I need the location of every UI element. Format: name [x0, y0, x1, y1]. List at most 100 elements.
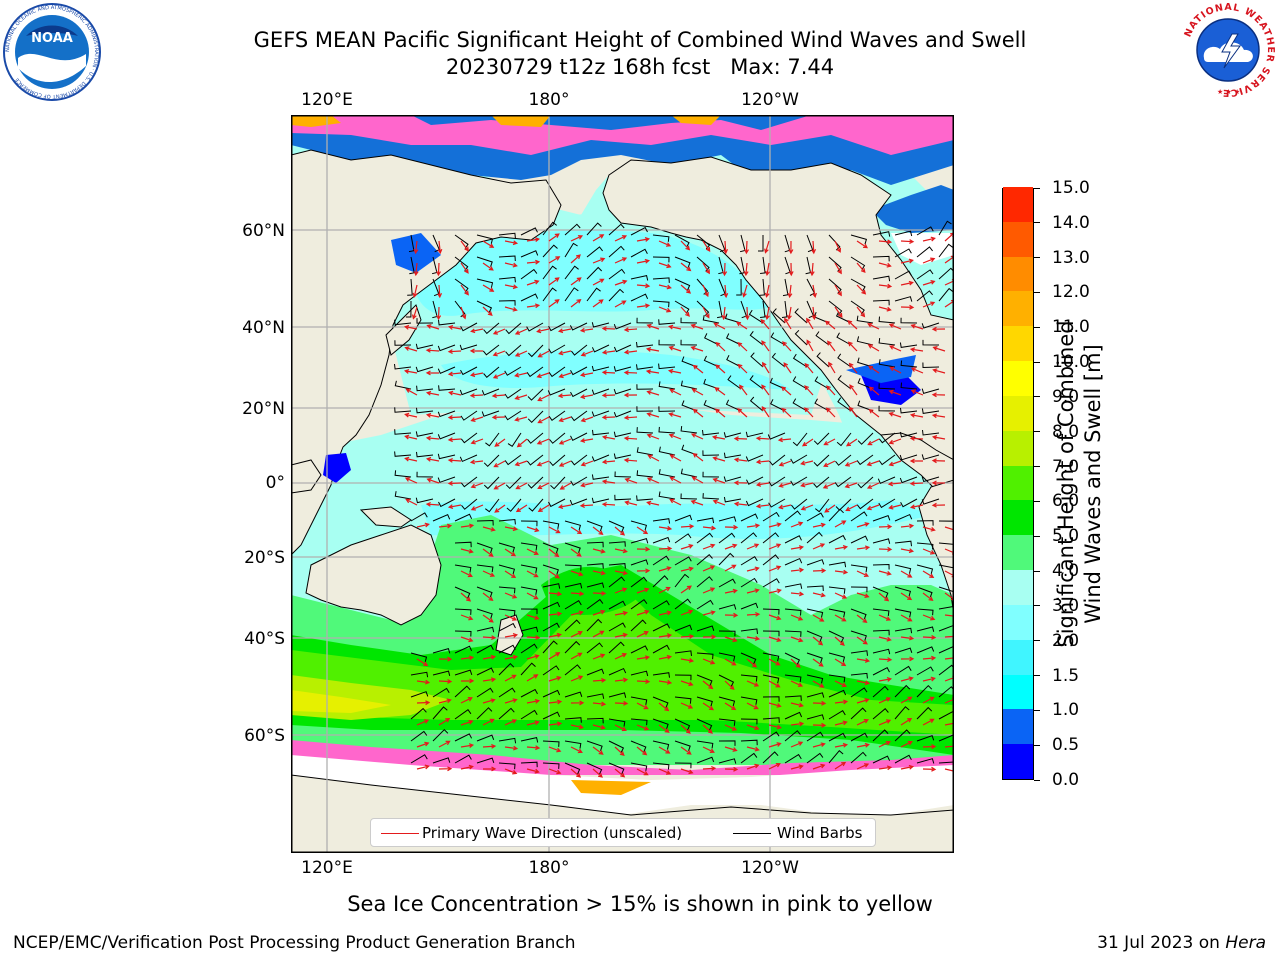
wave-direction-arrow [413, 240, 419, 255]
wind-barb [740, 577, 758, 588]
wave-direction-arrow [878, 636, 892, 642]
wave-direction-arrow [702, 724, 713, 734]
wind-barb [922, 362, 940, 369]
wave-direction-arrow [548, 570, 560, 579]
wind-barb [438, 319, 456, 326]
colorbar-tick-mark [1034, 640, 1040, 642]
wave-direction-arrow [724, 564, 737, 572]
wind-barb [768, 498, 786, 508]
wind-barb [771, 352, 786, 368]
wind-barb [850, 650, 868, 656]
new-zealand-land [495, 614, 524, 656]
wave-direction-arrow [447, 504, 462, 509]
wave-direction-arrow [504, 262, 518, 268]
wind-barb [792, 432, 808, 447]
wave-direction-arrow [614, 548, 628, 554]
wave-direction-arrow [944, 768, 954, 774]
wave-direction-arrow [768, 565, 782, 572]
wave-direction-arrow [548, 721, 563, 727]
wave-direction-arrow [788, 240, 794, 255]
wave-direction-arrow [680, 284, 692, 294]
wave-direction-arrow [790, 545, 805, 550]
wave-direction-arrow [438, 698, 452, 704]
wave-direction-arrow [900, 523, 915, 529]
wind-barb [718, 718, 736, 726]
wind-barb [850, 672, 868, 679]
wave-direction-arrow [755, 482, 770, 487]
wind-barb [836, 432, 852, 447]
wind-barb [476, 586, 493, 598]
wave-direction-arrow [526, 745, 541, 751]
wind-barb [407, 278, 413, 296]
wave-direction-arrow [658, 610, 672, 616]
wind-barb [850, 608, 867, 620]
wind-barb [652, 718, 669, 730]
wave-direction-arrow [614, 570, 628, 576]
wave-direction-arrow [765, 306, 770, 321]
wave-direction-arrow [691, 476, 704, 484]
wind-barb [652, 234, 670, 242]
wave-direction-arrow [826, 385, 836, 396]
wind-barb [454, 733, 473, 742]
colorbar-segment [1003, 465, 1033, 501]
wave-direction-arrow [658, 240, 672, 247]
wind-barb [828, 749, 844, 764]
wave-direction-arrow [712, 456, 726, 462]
wind-barb [856, 315, 874, 324]
wave-direction-arrow [724, 543, 738, 550]
wind-barb [850, 687, 868, 698]
wave-direction-arrow [592, 701, 607, 707]
wind-barb [542, 622, 560, 632]
wind-barb [850, 234, 868, 245]
wave-direction-arrow [878, 677, 893, 682]
wave-direction-arrow [909, 413, 924, 418]
wind-barb [652, 277, 670, 283]
wave-direction-arrow [623, 415, 638, 421]
wave-direction-arrow [834, 262, 842, 275]
wind-barb [658, 381, 676, 390]
nws-logo: NATIONAL WEATHER SERVICE ★ ★ ★ [1181, 2, 1275, 98]
wave-direction-arrow [482, 548, 494, 557]
wind-barb [702, 315, 720, 324]
wind-barb [784, 510, 801, 522]
wave-direction-arrow [469, 393, 484, 398]
wave-direction-arrow [516, 438, 528, 448]
wind-barb [872, 729, 889, 742]
wind-barb [806, 674, 824, 684]
wave-direction-arrow [922, 570, 935, 578]
colorbar-title-line2: Wind Waves and Swell [m] [1081, 344, 1105, 624]
wave-direction-arrow [849, 384, 858, 396]
wave-direction-arrow [504, 745, 519, 751]
wind-barb [921, 408, 940, 414]
wind-barb [630, 226, 648, 236]
wind-barb [850, 256, 866, 271]
wind-barb [630, 576, 648, 588]
wave-direction-arrow [515, 504, 528, 513]
wave-direction-arrow [494, 504, 506, 513]
wave-direction-arrow [702, 543, 716, 550]
wave-direction-arrow [811, 306, 817, 321]
wind-barb [781, 300, 788, 318]
wind-barb [548, 322, 566, 332]
wave-direction-arrow [692, 452, 704, 462]
colorbar-segment [1003, 221, 1033, 257]
wind-barb [542, 665, 560, 676]
lon-tick-bottom-120e: 120°E [301, 858, 353, 878]
wave-direction-arrow [579, 327, 594, 333]
wave-direction-arrow [800, 482, 814, 488]
wind-barb [636, 364, 654, 370]
colorbar-tick-mark [1034, 361, 1040, 363]
wind-barb [498, 586, 516, 594]
wind-barb [740, 532, 757, 544]
wind-barb [736, 278, 742, 296]
wind-barb [696, 576, 713, 588]
wind-barb [806, 692, 825, 698]
wave-direction-arrow [570, 652, 583, 660]
wave-direction-arrow [812, 742, 826, 748]
lon-tick-top-120w: 120°W [741, 90, 799, 110]
wind-barb [702, 493, 720, 500]
wave-direction-arrow [526, 698, 541, 704]
central-america-land [880, 432, 954, 496]
wind-barb [938, 542, 954, 545]
wind-barb [498, 707, 515, 720]
